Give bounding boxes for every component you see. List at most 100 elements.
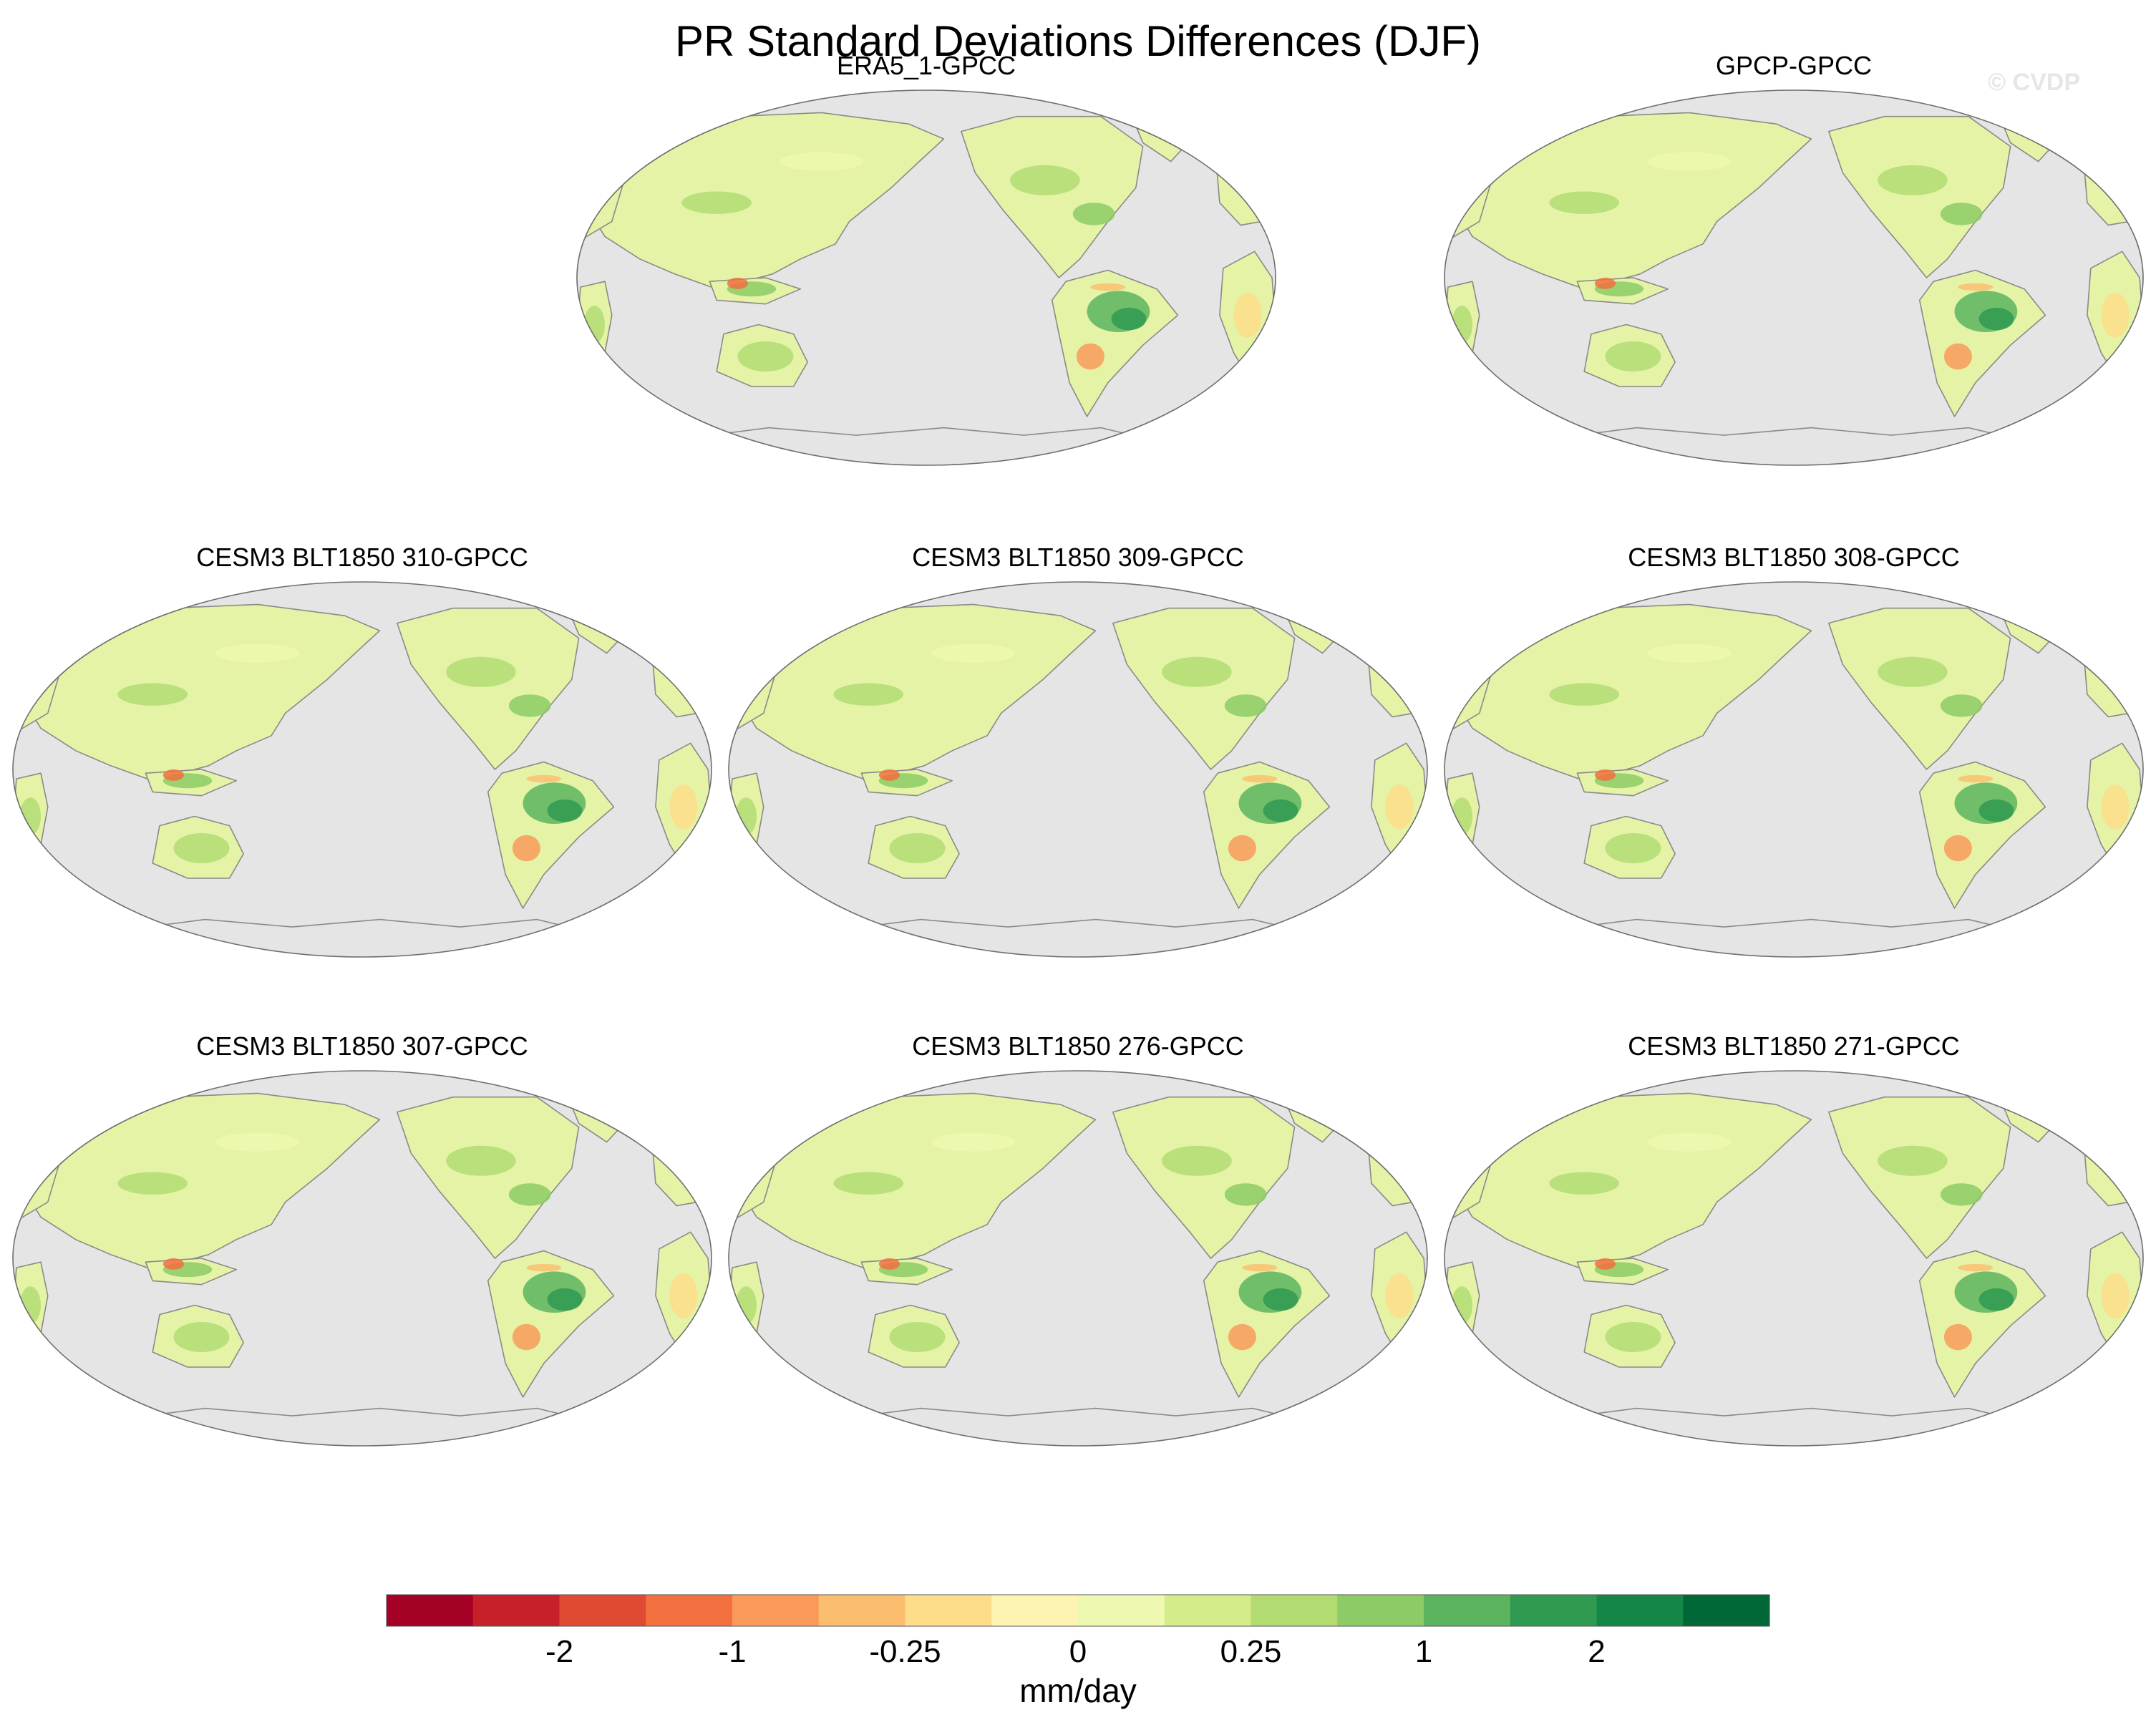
- anomaly-patch: [727, 278, 749, 289]
- anomaly-patch: [1878, 165, 1948, 195]
- anomaly-patch: [19, 797, 41, 835]
- anomaly-patch: [1228, 1323, 1256, 1351]
- colorbar-tick-label: 2: [1588, 1634, 1605, 1669]
- map-border: [1444, 581, 2144, 958]
- colorbar-swatch: [818, 1595, 906, 1626]
- chart-title: PR Standard Deviations Differences (DJF): [675, 17, 1481, 65]
- map-border: [12, 581, 712, 958]
- antarctica-coast: [1549, 1407, 2031, 1424]
- anomaly-patch: [526, 1263, 562, 1272]
- anomaly-patch: [1878, 656, 1948, 687]
- anomaly-patch: [1605, 1322, 1661, 1352]
- antarctica-coast: [833, 918, 1316, 936]
- anomaly-patch: [526, 774, 562, 783]
- panel-title: GPCP-GPCC: [1716, 51, 1872, 80]
- anomaly-patch: [117, 683, 188, 706]
- continent-namerica: [1112, 607, 1296, 770]
- panel-title: CESM3 BLT1850 271-GPCC: [1628, 1031, 1960, 1061]
- colorbar-swatch: [1683, 1595, 1770, 1626]
- map-panels: ERA5_1-GPCC GPCP-GPCC CESM3 BLT1850 310-GP…: [12, 51, 2144, 1447]
- anomaly-patch: [1451, 1286, 1472, 1324]
- colorbar-tick-label: -0.25: [869, 1634, 941, 1669]
- anomaly-patch: [1263, 1288, 1298, 1311]
- anomaly-patch: [1943, 343, 1972, 370]
- antarctica-coast: [833, 1407, 1316, 1424]
- anomaly-patch: [2101, 293, 2130, 338]
- anomaly-patch: [2101, 1273, 2130, 1318]
- anomaly-patch: [1943, 1323, 1972, 1351]
- anomaly-patch: [681, 191, 752, 214]
- anomaly-patch: [780, 152, 864, 171]
- anomaly-patch: [1878, 1145, 1948, 1176]
- colorbar-frame: [386, 1594, 1770, 1627]
- map-panel-5: CESM3 BLT1850 308-GPCC: [1444, 543, 2144, 958]
- anomaly-patch: [162, 1258, 185, 1270]
- anomaly-patch: [1943, 835, 1972, 862]
- colorbar: -2 -1 -0.25 0 0.25 1 2 mm/day: [386, 1594, 1770, 1709]
- land-layer: [13, 596, 712, 936]
- anomaly-patch: [735, 797, 757, 835]
- anomaly-patch: [1605, 833, 1661, 863]
- panel-title: ERA5_1-GPCC: [837, 51, 1016, 80]
- antarctica-coast: [117, 1407, 600, 1424]
- anomaly-patch: [512, 1323, 540, 1351]
- anomaly-patch: [1958, 1263, 1994, 1272]
- anomaly-patch: [878, 1258, 900, 1270]
- anomaly-patch: [1224, 694, 1267, 717]
- map-border: [1444, 89, 2144, 466]
- anomaly-patch: [19, 1286, 41, 1324]
- anomaly-patch: [1647, 152, 1732, 171]
- antarctica-coast: [1549, 427, 2031, 444]
- panel-title: CESM3 BLT1850 310-GPCC: [196, 543, 528, 572]
- anomaly-patch: [1233, 293, 1262, 338]
- colorbar-tick-label: -2: [545, 1634, 573, 1669]
- antarctica-coast: [117, 918, 600, 936]
- anomaly-patch: [512, 835, 540, 862]
- anomaly-patch: [1594, 769, 1616, 781]
- continent-namerica: [1827, 607, 2011, 770]
- map-panel-4: CESM3 BLT1850 309-GPCC: [728, 543, 1428, 958]
- anomaly-patch: [889, 833, 946, 863]
- anomaly-patch: [1958, 283, 1994, 291]
- anomaly-patch: [931, 1132, 1016, 1152]
- map-panel-8: CESM3 BLT1850 271-GPCC: [1444, 1031, 2144, 1447]
- continent-namerica: [1827, 115, 2011, 278]
- map-border: [576, 89, 1276, 466]
- anomaly-patch: [878, 769, 900, 781]
- anomaly-patch: [1451, 797, 1472, 835]
- colorbar-swatch: [905, 1595, 992, 1626]
- colorbar-swatch: [1596, 1595, 1684, 1626]
- anomaly-patch: [669, 1273, 698, 1318]
- anomaly-patch: [1940, 1183, 1983, 1206]
- colorbar-swatch: [1424, 1595, 1511, 1626]
- map-border: [1444, 1070, 2144, 1447]
- colorbar-tick-label: 0: [1069, 1634, 1087, 1669]
- map-panel-3: CESM3 BLT1850 310-GPCC: [12, 543, 712, 958]
- anomaly-patch: [117, 1172, 188, 1195]
- anomaly-patch: [1162, 656, 1232, 687]
- anomaly-patch: [1090, 283, 1126, 291]
- anomaly-patch: [162, 769, 185, 781]
- anomaly-patch: [1242, 774, 1278, 783]
- anomaly-patch: [833, 683, 903, 706]
- antarctica-coast: [681, 427, 1164, 444]
- anomaly-patch: [889, 1322, 946, 1352]
- panel-title: CESM3 BLT1850 308-GPCC: [1628, 543, 1960, 572]
- panel-title: CESM3 BLT1850 276-GPCC: [912, 1031, 1244, 1061]
- map-border: [728, 1070, 1428, 1447]
- continent-namerica: [396, 1096, 580, 1259]
- colorbar-swatch: [1078, 1595, 1165, 1626]
- anomaly-patch: [1978, 1288, 2014, 1311]
- colorbar-tick-label: 0.25: [1220, 1634, 1282, 1669]
- colorbar-tick-label: 1: [1415, 1634, 1432, 1669]
- anomaly-patch: [215, 1132, 300, 1152]
- anomaly-patch: [508, 694, 551, 717]
- anomaly-patch: [1549, 1172, 1619, 1195]
- anomaly-patch: [1549, 683, 1619, 706]
- colorbar-swatch: [1337, 1595, 1424, 1626]
- colorbar-swatch: [991, 1595, 1079, 1626]
- anomaly-patch: [1594, 1258, 1616, 1270]
- anomaly-patch: [1958, 774, 1994, 783]
- anomaly-patch: [1385, 1273, 1414, 1318]
